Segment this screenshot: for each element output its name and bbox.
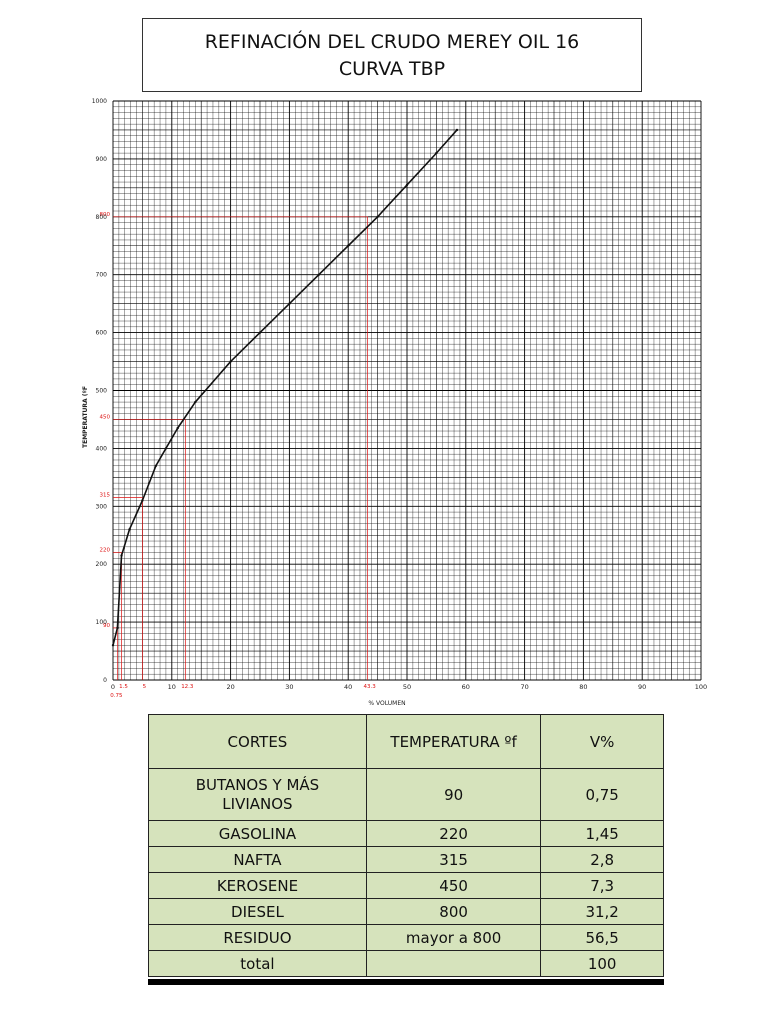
table-header-cell: TEMPERATURA ºf — [365, 714, 542, 769]
x-tick-label: 100 — [695, 683, 707, 691]
table-cell — [365, 950, 542, 977]
table-bottom-bar — [148, 979, 664, 985]
data-point — [258, 331, 262, 334]
table-row: BUTANOS Y MÁS LIVIANOS 90 0,75 — [148, 768, 664, 821]
data-point — [455, 128, 459, 132]
table-cell: BUTANOS Y MÁS LIVIANOS — [148, 768, 367, 821]
table-cell: 1,45 — [540, 820, 664, 847]
x-tick-label: 80 — [579, 683, 587, 691]
table-row: GASOLINA 220 1,45 — [148, 820, 664, 847]
data-point — [347, 244, 350, 247]
table-header-cell: CORTES — [148, 714, 367, 769]
table-cell: KEROSENE — [148, 872, 367, 899]
table-header-cell: V% — [540, 714, 664, 769]
chart-subtitle: CURVA TBP — [338, 58, 446, 80]
x-tick-label: 20 — [226, 683, 234, 691]
x-tick-label: 70 — [520, 683, 528, 691]
table-cell: 56,5 — [540, 924, 664, 951]
table-cell: total — [148, 950, 367, 977]
x-tick-label: 10 — [168, 683, 176, 691]
reference-y-label: 90 — [103, 623, 110, 629]
chart-title: REFINACIÓN DEL CRUDO MEREY OIL 16 — [204, 31, 580, 53]
chart-grid — [112, 100, 702, 681]
reference-lines: 90 0.75 220 1.5 315 5 450 12.3 800 43.3 — [100, 212, 377, 699]
y-axis-label: TEMPERATURA (ºF — [82, 386, 89, 448]
reference-x-label: 1.5 — [119, 684, 128, 690]
x-tick-label: 60 — [462, 683, 470, 691]
reference-y-label: 800 — [100, 212, 111, 218]
table-row: DIESEL 800 31,2 — [148, 898, 664, 925]
y-tick-label: 600 — [96, 330, 108, 337]
table-cell: 7,3 — [540, 872, 664, 899]
y-tick-label: 700 — [96, 272, 108, 279]
x-tick-label: 0 — [111, 683, 115, 691]
y-tick-label: 200 — [96, 561, 108, 568]
data-point — [376, 215, 379, 218]
reference-y-label: 220 — [100, 548, 111, 554]
y-tick-label: 100 — [96, 619, 108, 626]
table-cell: 800 — [365, 898, 542, 925]
data-point — [435, 151, 438, 155]
reference-x-label: 12.3 — [181, 684, 194, 690]
data-point — [176, 426, 179, 430]
data-point — [141, 499, 144, 502]
data-point — [288, 302, 291, 305]
data-point — [164, 447, 168, 450]
reference-x-label: 43.3 — [363, 684, 376, 690]
table-header-row: CORTES TEMPERATURA ºf V% — [148, 714, 664, 769]
table-cell: 100 — [540, 950, 664, 977]
reference-y-label: 315 — [100, 493, 111, 499]
data-point — [229, 360, 232, 363]
data-point — [111, 644, 115, 647]
table-cell: DIESEL — [148, 898, 367, 925]
cuts-table: CORTES TEMPERATURA ºf V% BUTANOS Y MÁS LIVI… — [148, 714, 664, 977]
tbp-curve — [112, 129, 458, 646]
y-tick-label: 900 — [96, 156, 108, 163]
x-tick-label: 40 — [344, 683, 352, 691]
data-point — [405, 183, 409, 187]
reference-y-label: 450 — [100, 414, 111, 420]
table-row: total 100 — [148, 950, 664, 977]
chart-axes: 0 100 200 300 400 500 600 700 800 900 1000 0 10 20 30 4… — [92, 98, 707, 691]
table-cell: 450 — [365, 872, 542, 899]
table-cell: 2,8 — [540, 846, 664, 873]
table-cell: 220 — [365, 820, 542, 847]
data-point — [154, 464, 158, 467]
x-tick-label: 30 — [285, 683, 293, 691]
reference-x-label: 5 — [143, 684, 147, 690]
data-point — [317, 273, 320, 276]
x-tick-label: 90 — [638, 683, 646, 691]
table-cell: RESIDUO — [148, 924, 367, 951]
table-cell: GASOLINA — [148, 820, 367, 847]
data-point — [128, 528, 131, 531]
x-tick-label: 50 — [403, 683, 411, 691]
data-point — [116, 626, 119, 630]
table-row: RESIDUO mayor a 800 56,5 — [148, 924, 664, 951]
table-row: NAFTA 315 2,8 — [148, 846, 664, 873]
table-cell: mayor a 800 — [365, 924, 542, 951]
table-cell: 315 — [365, 846, 542, 873]
data-point — [194, 400, 197, 404]
table-row: KEROSENE 450 7,3 — [148, 872, 664, 899]
table-cell: 31,2 — [540, 898, 664, 925]
y-tick-label: 400 — [96, 445, 108, 452]
y-tick-label: 300 — [96, 503, 108, 510]
reference-x-label: 0.75 — [110, 693, 123, 699]
y-tick-label: 0 — [103, 677, 107, 684]
x-axis-label: % VOLUMEN — [368, 700, 405, 707]
y-tick-label: 500 — [96, 388, 108, 395]
y-tick-label: 800 — [96, 214, 108, 221]
y-tick-label: 1000 — [92, 98, 107, 105]
chart-series — [111, 128, 459, 647]
table-cell: 0,75 — [540, 768, 664, 821]
table-cell: 90 — [365, 768, 542, 821]
chart-title-box: REFINACIÓN DEL CRUDO MEREY OIL 16 CURVA … — [142, 18, 642, 92]
data-point — [120, 554, 123, 557]
table-cell: NAFTA — [148, 846, 367, 873]
